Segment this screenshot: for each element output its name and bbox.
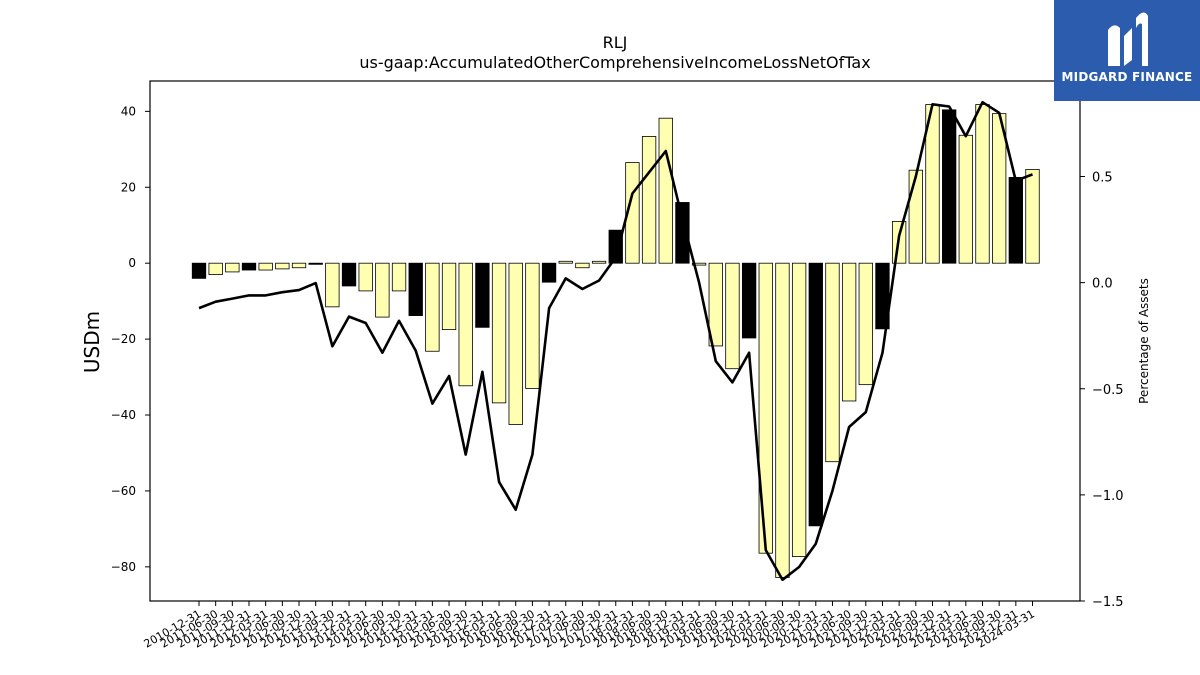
- bar: [591, 260, 607, 264]
- logo-text: MIDGARD FINANCE: [1061, 70, 1193, 84]
- chart-title: RLJ: [603, 33, 628, 52]
- y-tick-label: −20: [111, 332, 136, 346]
- bar: [958, 134, 973, 264]
- bar: [675, 202, 690, 264]
- bar: [208, 262, 223, 275]
- bar: [908, 169, 923, 264]
- y2-tick-label: −1.0: [1092, 489, 1124, 504]
- bar: [358, 262, 373, 292]
- bar: [841, 262, 857, 402]
- bar: [191, 262, 207, 279]
- bar: [875, 262, 890, 330]
- y2-tick-label: 0.5: [1092, 171, 1113, 186]
- bar: [491, 262, 507, 404]
- bar: [541, 262, 557, 283]
- bar: [508, 262, 523, 425]
- y2-ticks-group: −1.5 −1.0 −0.5 0.0 0.5: [1080, 171, 1124, 610]
- bar: [641, 136, 657, 264]
- y2-tick-label: 0.0: [1092, 277, 1113, 292]
- bar: [525, 262, 540, 389]
- y2-tick-label: −1.5: [1092, 595, 1124, 610]
- bars-group: [191, 104, 1040, 578]
- y-tick-label: 20: [121, 180, 136, 194]
- y-ticks-group: −80 −60 −40 −20 0 20 40: [111, 104, 150, 574]
- bar: [341, 262, 357, 287]
- bar: [475, 262, 490, 328]
- bar: [325, 262, 340, 308]
- bar: [775, 262, 790, 578]
- bar: [241, 262, 257, 271]
- bar: [1008, 177, 1023, 264]
- y2-axis-label: Percentage of Assets: [1137, 278, 1151, 404]
- brand-logo: MIDGARD FINANCE: [1054, 0, 1200, 101]
- bar: [691, 262, 707, 266]
- bar: [408, 262, 423, 316]
- bar: [575, 262, 590, 269]
- bar: [942, 109, 957, 264]
- y-tick-label: 0: [128, 256, 136, 270]
- plot-frame: [149, 80, 1081, 602]
- y2-tick-label: −0.5: [1092, 383, 1124, 398]
- y-tick-label: −80: [111, 560, 136, 574]
- bar: [608, 229, 623, 264]
- y-tick-label: −60: [111, 484, 136, 498]
- bar: [458, 262, 473, 387]
- bar: [425, 262, 440, 352]
- bar: [858, 262, 873, 386]
- bar: [258, 262, 273, 271]
- y-tick-label: 40: [121, 104, 136, 118]
- bar: [291, 262, 307, 269]
- y-axis-label: USDm: [80, 311, 104, 373]
- bar: [708, 262, 723, 347]
- bar: [1025, 169, 1040, 264]
- bar: [658, 117, 673, 264]
- bar: [275, 262, 290, 270]
- bar: [391, 262, 407, 292]
- logo-mark-icon: [1108, 12, 1148, 67]
- bar: [808, 262, 823, 527]
- bar: [441, 262, 457, 331]
- line-layer: [198, 100, 1033, 582]
- bar: [791, 262, 807, 557]
- bar: [375, 262, 390, 318]
- bar: [825, 262, 840, 463]
- y-tick-label: −40: [111, 408, 136, 422]
- bar: [558, 260, 573, 264]
- bar: [725, 262, 740, 370]
- bar: [741, 262, 757, 339]
- x-ticks-group: 2010-12-312011-06-302011-09-302011-12-31…: [142, 601, 1037, 651]
- chart-subtitle: us-gaap:AccumulatedOtherComprehensiveInc…: [359, 53, 870, 72]
- bar: [225, 262, 240, 273]
- assets-percentage-line: [198, 100, 1033, 582]
- bar: [758, 262, 773, 554]
- bar: [975, 104, 990, 264]
- bar: [308, 262, 323, 265]
